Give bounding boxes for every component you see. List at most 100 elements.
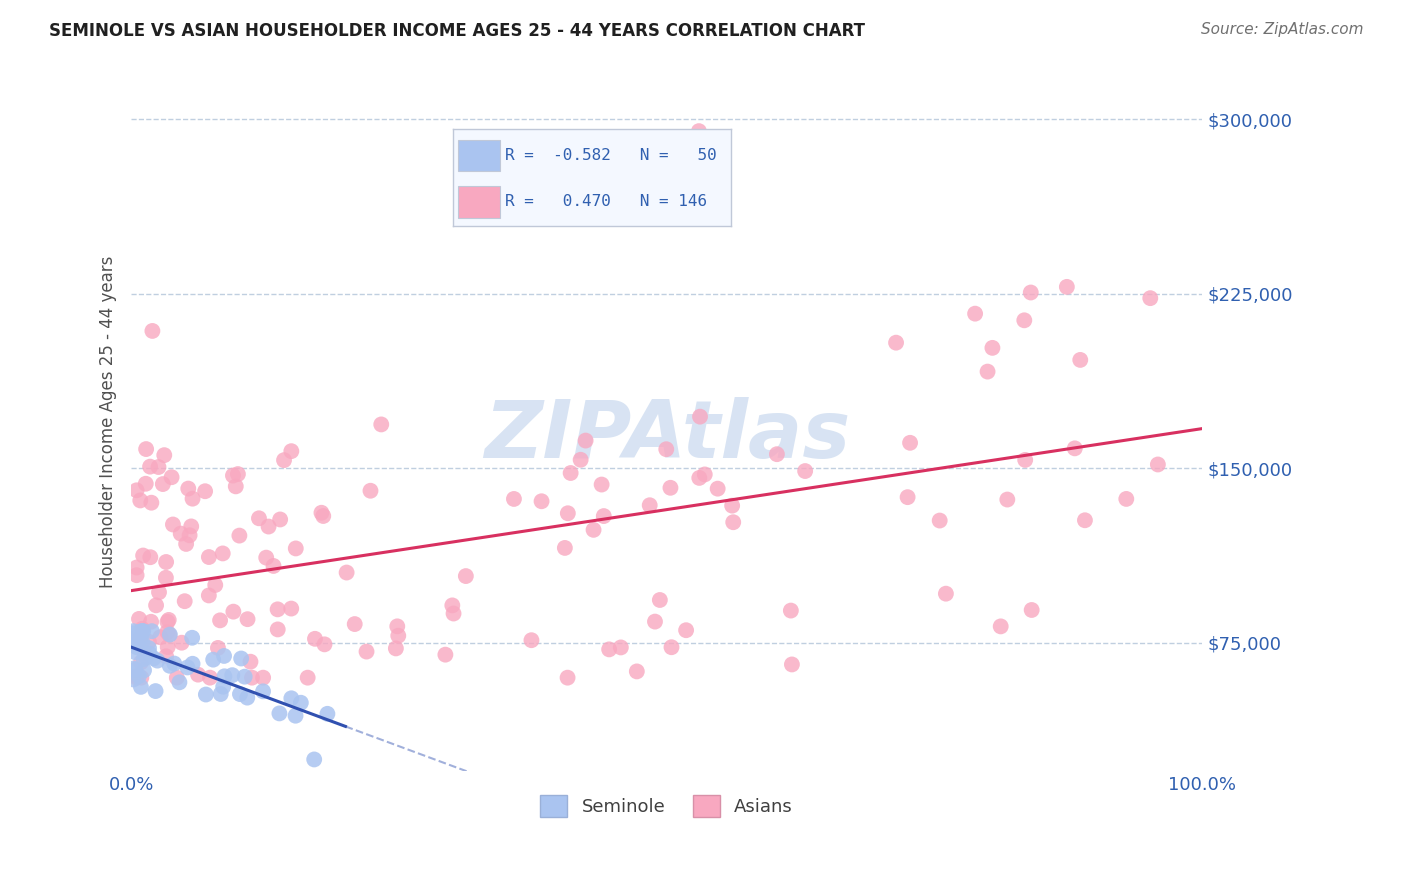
- Point: [976, 365, 998, 379]
- Point: [207, 640, 229, 655]
- Point: [981, 341, 1004, 355]
- Point: [434, 648, 457, 662]
- Point: [180, 519, 202, 533]
- Point: [141, 324, 163, 338]
- Point: [149, 630, 172, 644]
- Point: [128, 669, 150, 683]
- Point: [503, 491, 526, 506]
- Point: [266, 602, 288, 616]
- Point: [661, 640, 683, 655]
- Point: [252, 684, 274, 698]
- Point: [125, 483, 148, 498]
- Point: [766, 447, 789, 461]
- Point: [233, 670, 256, 684]
- Point: [221, 668, 243, 682]
- Point: [132, 663, 155, 677]
- Point: [145, 599, 167, 613]
- Point: [212, 648, 235, 663]
- Point: [132, 624, 155, 639]
- Point: [132, 652, 155, 666]
- Point: [290, 696, 312, 710]
- Point: [239, 655, 262, 669]
- Point: [209, 687, 232, 701]
- Point: [648, 593, 671, 607]
- Point: [236, 690, 259, 705]
- Point: [131, 624, 153, 639]
- Point: [125, 560, 148, 574]
- Point: [139, 459, 162, 474]
- Point: [897, 490, 920, 504]
- Point: [152, 477, 174, 491]
- Point: [644, 615, 666, 629]
- Point: [129, 632, 152, 646]
- Point: [135, 476, 157, 491]
- Point: [135, 650, 157, 665]
- Point: [148, 460, 170, 475]
- Point: [181, 631, 204, 645]
- Point: [688, 124, 710, 138]
- Text: ZIPAtlas: ZIPAtlas: [484, 397, 849, 475]
- Point: [209, 613, 232, 627]
- Point: [179, 528, 201, 542]
- Point: [148, 585, 170, 599]
- Point: [356, 644, 378, 658]
- Point: [129, 493, 152, 508]
- Point: [655, 442, 678, 457]
- Point: [211, 546, 233, 560]
- Point: [125, 640, 148, 654]
- Point: [557, 506, 579, 520]
- Point: [688, 471, 710, 485]
- Point: [1115, 491, 1137, 506]
- Point: [153, 448, 176, 462]
- Point: [166, 671, 188, 685]
- Point: [780, 657, 803, 672]
- Point: [454, 569, 477, 583]
- Point: [721, 515, 744, 529]
- Point: [160, 470, 183, 484]
- Point: [162, 517, 184, 532]
- Point: [131, 624, 153, 639]
- Point: [304, 632, 326, 646]
- Point: [129, 631, 152, 645]
- Point: [312, 508, 335, 523]
- Point: [297, 671, 319, 685]
- Point: [176, 660, 198, 674]
- Point: [269, 512, 291, 526]
- Point: [1056, 280, 1078, 294]
- Point: [1069, 352, 1091, 367]
- Point: [935, 587, 957, 601]
- Point: [1014, 313, 1036, 327]
- Point: [173, 594, 195, 608]
- Point: [214, 669, 236, 683]
- Point: [267, 623, 290, 637]
- Point: [1147, 458, 1170, 472]
- Point: [231, 651, 253, 665]
- Point: [928, 514, 950, 528]
- Point: [659, 481, 682, 495]
- Point: [122, 661, 145, 675]
- Point: [228, 528, 250, 542]
- Point: [638, 498, 661, 512]
- Point: [236, 612, 259, 626]
- Point: [134, 646, 156, 660]
- Point: [592, 509, 614, 524]
- Point: [779, 604, 801, 618]
- Point: [995, 492, 1018, 507]
- Point: [124, 645, 146, 659]
- Point: [1063, 442, 1085, 456]
- Point: [141, 496, 163, 510]
- Point: [794, 464, 817, 478]
- Point: [170, 636, 193, 650]
- Point: [252, 671, 274, 685]
- Point: [159, 658, 181, 673]
- Point: [385, 641, 408, 656]
- Point: [155, 571, 177, 585]
- Point: [273, 453, 295, 467]
- Point: [122, 632, 145, 646]
- Point: [443, 607, 465, 621]
- Point: [194, 688, 217, 702]
- Point: [212, 680, 235, 694]
- Point: [626, 665, 648, 679]
- Point: [155, 649, 177, 664]
- Point: [226, 467, 249, 481]
